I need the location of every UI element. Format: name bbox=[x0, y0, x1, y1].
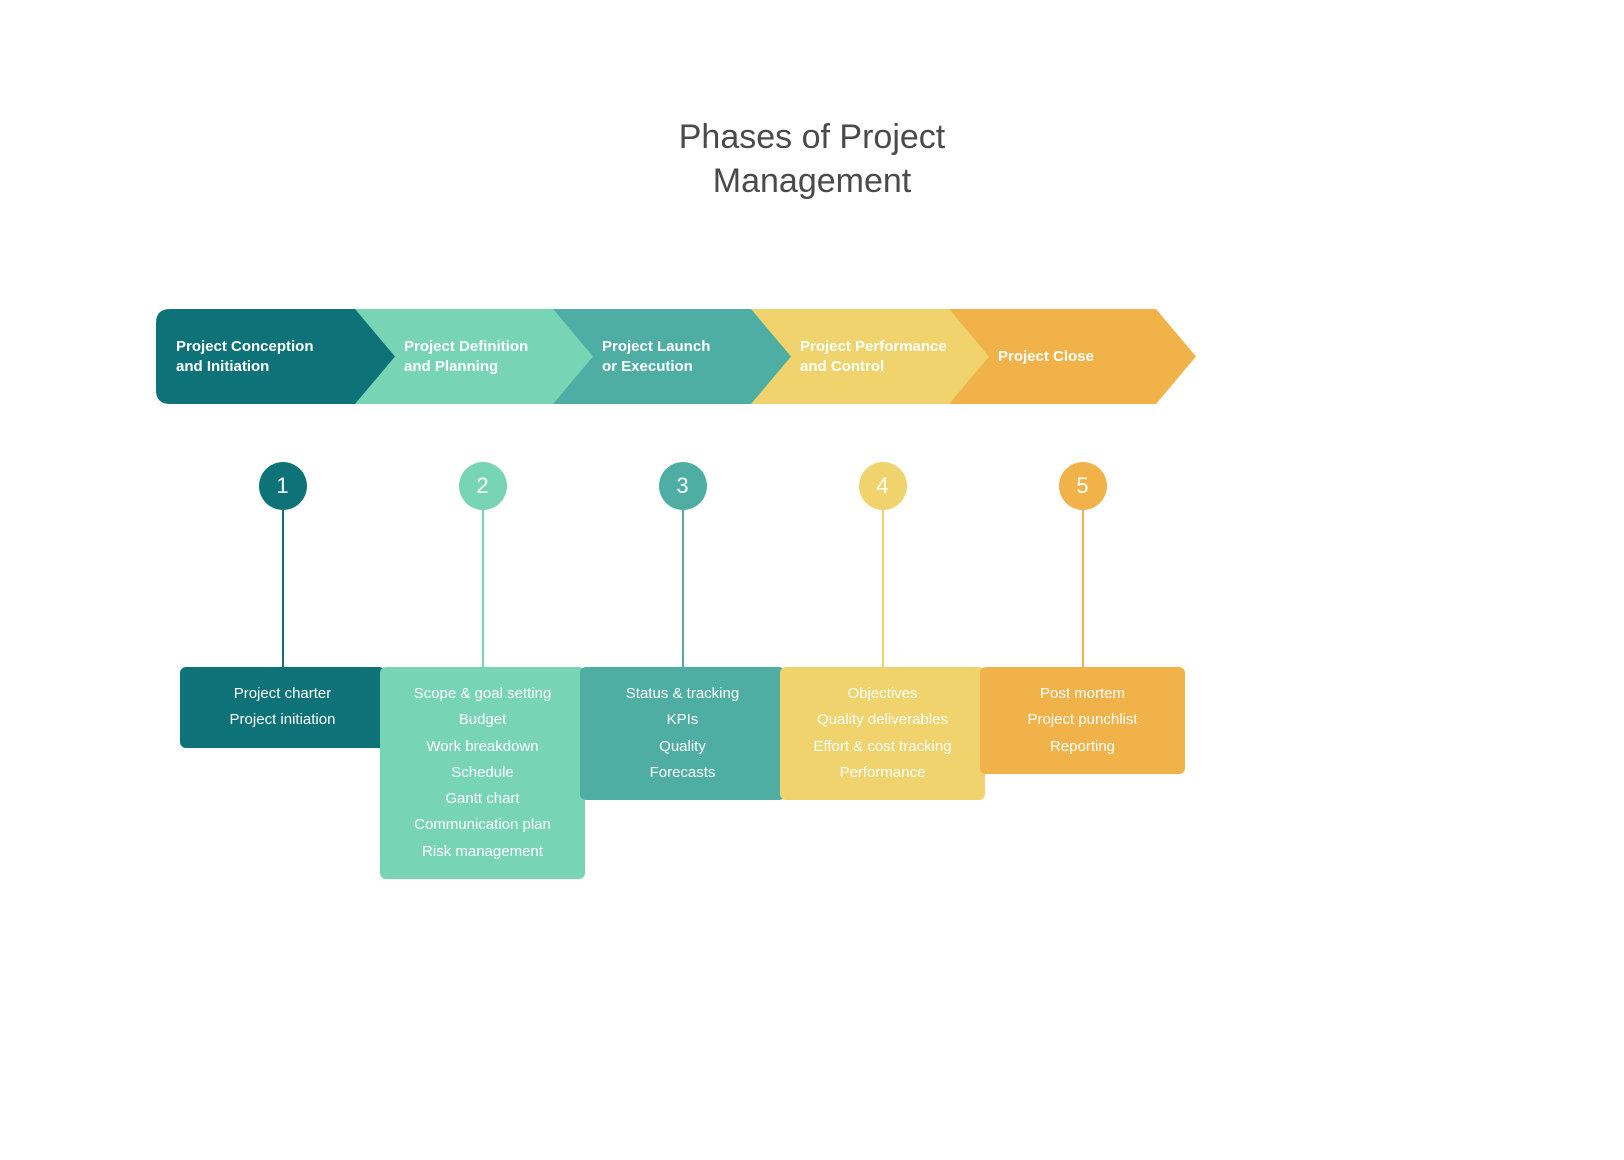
phase-items-box: ObjectivesQuality deliverablesEffort & c… bbox=[780, 667, 985, 800]
phase-item: Risk management bbox=[390, 839, 575, 865]
phase-number-circle: 3 bbox=[659, 462, 707, 510]
phase-item: Status & tracking bbox=[590, 681, 775, 707]
phase-item: Project punchlist bbox=[990, 707, 1175, 733]
phase-number-circle: 2 bbox=[459, 462, 507, 510]
phase-item: Reporting bbox=[990, 734, 1175, 760]
phase-items-box: Status & trackingKPIsQualityForecasts bbox=[580, 667, 785, 800]
phase-stem bbox=[682, 510, 684, 667]
phase-item: Post mortem bbox=[990, 681, 1175, 707]
phase-chevron: Project Conceptionand Initiation bbox=[156, 309, 395, 404]
phase-stem bbox=[482, 510, 484, 667]
phase-item: Performance bbox=[790, 760, 975, 786]
phase-item: KPIs bbox=[590, 707, 775, 733]
phase-chevron-label: Project Conceptionand Initiation bbox=[176, 336, 331, 377]
phase-item: Schedule bbox=[390, 760, 575, 786]
phase-item: Forecasts bbox=[590, 760, 775, 786]
chevron-row: Project Close Project Performanceand Cont… bbox=[156, 309, 1216, 404]
phase-items-box: Post mortemProject punchlistReporting bbox=[980, 667, 1185, 774]
title-line1: Phases of Project bbox=[679, 118, 945, 156]
phase-number-circle: 5 bbox=[1059, 462, 1107, 510]
phase-item: Quality deliverables bbox=[790, 707, 975, 733]
phase-number-circle: 4 bbox=[859, 462, 907, 510]
phase-chevron-label: Project Close bbox=[998, 346, 1153, 366]
phase-item: Budget bbox=[390, 707, 575, 733]
phase-item: Objectives bbox=[790, 681, 975, 707]
phase-item: Quality bbox=[590, 734, 775, 760]
phase-chevron-label: Project Launchor Execution bbox=[602, 336, 757, 377]
phase-stem bbox=[282, 510, 284, 667]
diagram-title: Phases of Project Management bbox=[0, 115, 1624, 203]
phase-item: Project charter bbox=[190, 681, 375, 707]
phase-items-box: Project charterProject initiation bbox=[180, 667, 385, 748]
phase-items-box: Scope & goal settingBudgetWork breakdown… bbox=[380, 667, 585, 879]
phase-stem bbox=[1082, 510, 1084, 667]
phase-chevron-label: Project Definitionand Planning bbox=[404, 336, 559, 377]
title-line2: Management bbox=[713, 162, 911, 200]
phase-item: Gantt chart bbox=[390, 786, 575, 812]
phase-item: Project initiation bbox=[190, 707, 375, 733]
phase-item: Work breakdown bbox=[390, 734, 575, 760]
phase-item: Scope & goal setting bbox=[390, 681, 575, 707]
phase-stem bbox=[882, 510, 884, 667]
phase-number-circle: 1 bbox=[259, 462, 307, 510]
phase-item: Effort & cost tracking bbox=[790, 734, 975, 760]
phase-item: Communication plan bbox=[390, 812, 575, 838]
phase-chevron-label: Project Performanceand Control bbox=[800, 336, 955, 377]
